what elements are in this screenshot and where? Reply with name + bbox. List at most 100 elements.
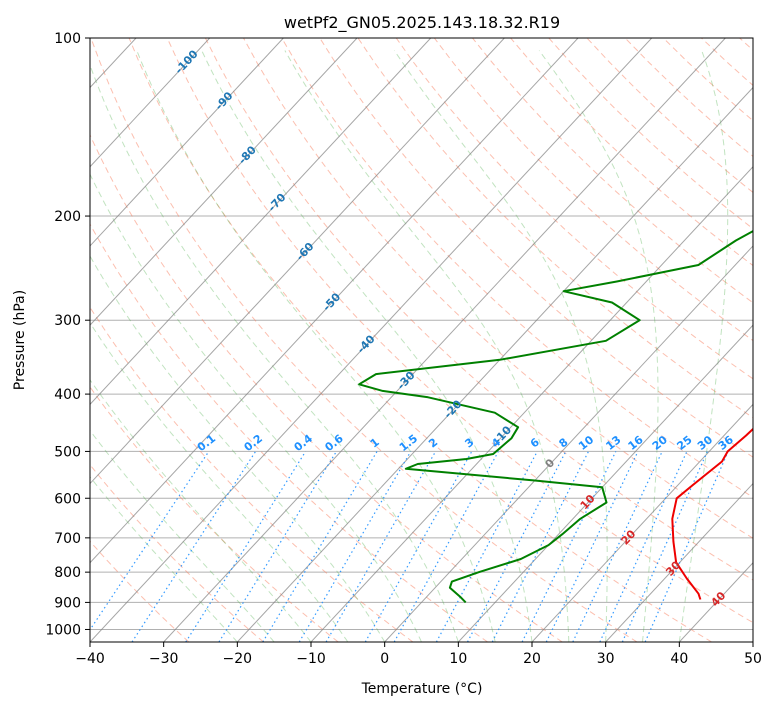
isotherm-line [236,86,753,642]
mixing-ratio-label: 30 [695,433,715,453]
mixing-ratio-label: 16 [626,433,646,453]
mixing-ratio-label: 20 [650,433,670,453]
y-tick-label: 500 [54,444,81,460]
moist-adiabat [90,429,275,642]
dry-adiabat [90,306,414,642]
dry-adiabat [204,38,753,581]
dry-adiabats [90,38,753,642]
y-tick-label: 700 [54,531,81,547]
isotherm-line [90,38,432,406]
y-tick-label: 800 [54,565,81,581]
mixing-ratio-label: 36 [716,433,736,453]
mixing-ratio-line [364,451,473,642]
moist-adiabats [90,50,729,642]
mixing-ratio-label: 0.4 [292,432,316,454]
mixing-ratio-label: 25 [675,433,695,453]
moist-adiabat [136,50,496,642]
dry-adiabat [395,38,753,380]
dry-adiabat [281,38,753,498]
x-tick-label: 40 [670,651,688,667]
mixing-ratio-line [393,451,499,642]
dry-adiabat [166,38,753,624]
mixing-ratio-label: 0.2 [242,432,265,454]
isotherm-line [678,562,753,642]
mixing-ratio-line [644,451,729,642]
dry-adiabat [472,38,753,304]
y-tick-label: 200 [54,209,81,225]
mixing-ratio-line [621,451,708,642]
x-tick-label: −30 [149,651,179,667]
x-tick-label: 10 [449,651,467,667]
mixing-ratio-line [131,451,257,642]
x-tick-label: 0 [380,651,389,667]
moist-adiabat [538,50,659,642]
mixing-ratio-line [466,451,567,642]
dry-adiabat [243,38,753,539]
plot-frame [89,37,754,643]
dry-adiabat [90,38,638,642]
mixing-ratio-label: 0.1 [195,432,218,454]
y-tick-label: 100 [54,31,81,47]
x-tick-label: 30 [597,651,615,667]
mixing-ratio-label: 1 [368,436,382,451]
mixing-ratio-label: 1.5 [397,432,420,454]
y-tick-label: 400 [54,387,81,403]
moist-adiabat [678,50,729,642]
moist-adiabat [201,50,533,642]
mixing-ratio-label: 0.6 [322,432,346,454]
moist-adiabat [90,255,386,642]
dry-adiabat [739,38,753,51]
mixing-ratio-line [491,451,590,642]
isotherm-line [90,38,284,247]
x-tick-label: 20 [523,651,541,667]
x-tick-label: 50 [744,651,762,667]
mixing-ratio-label: 10 [576,433,596,453]
dewpoint-profile-line [358,230,753,604]
plot-area [90,38,753,642]
y-tick-label: 300 [54,313,81,329]
dry-adiabat [90,223,488,642]
isotherm-line [90,38,211,168]
mixing-ratio-line [545,451,639,642]
isotherm-line [605,482,753,642]
isotherm-line [310,165,753,642]
moist-adiabat [393,50,608,642]
x-tick-label: −20 [223,651,253,667]
dry-adiabat [701,38,753,87]
mixing-ratio-label: 13 [603,433,623,453]
x-axis-ticks: −40 −30 −20 −10 0 10 20 30 40 50 [75,642,762,667]
isotherm-line [163,38,726,642]
dry-adiabat [90,540,190,642]
y-axis-label: Pressure (hPa) [12,290,28,390]
moist-adiabat [90,63,459,642]
isotherm-line [90,38,579,564]
chart-title: wetPf2_GN05.2025.143.18.32.R19 [284,13,560,33]
mixing-ratio-line [218,451,337,642]
mixing-ratio-label: 3 [462,436,476,451]
isotherm-line [90,38,505,485]
y-tick-label: 600 [54,491,81,507]
isotherms [90,38,753,642]
dry-adiabat [662,38,753,122]
mixing-ratio-lines [90,451,729,642]
mixing-ratio-line [262,451,378,642]
y-tick-label: 900 [54,595,81,611]
x-tick-label: −40 [75,651,105,667]
mixing-ratio-line [325,451,437,642]
dry-adiabat [90,386,339,642]
mixing-ratio-line [599,451,688,642]
dry-adiabat [319,38,753,458]
mixing-ratio-label: 8 [556,436,570,451]
mixing-ratio-line [298,451,412,642]
y-tick-label: 1000 [45,622,81,638]
isotherm-line [90,38,358,326]
isotherm-line [531,403,753,642]
isotherm-line [752,641,753,642]
isotherm-line [384,245,753,642]
x-tick-label: −10 [296,651,326,667]
y-axis-ticks: 100 200 300 400 500 600 700 800 900 1000 [45,31,90,638]
moist-adiabat [90,173,422,642]
profile-lines [358,230,753,604]
dry-adiabat [90,463,264,642]
